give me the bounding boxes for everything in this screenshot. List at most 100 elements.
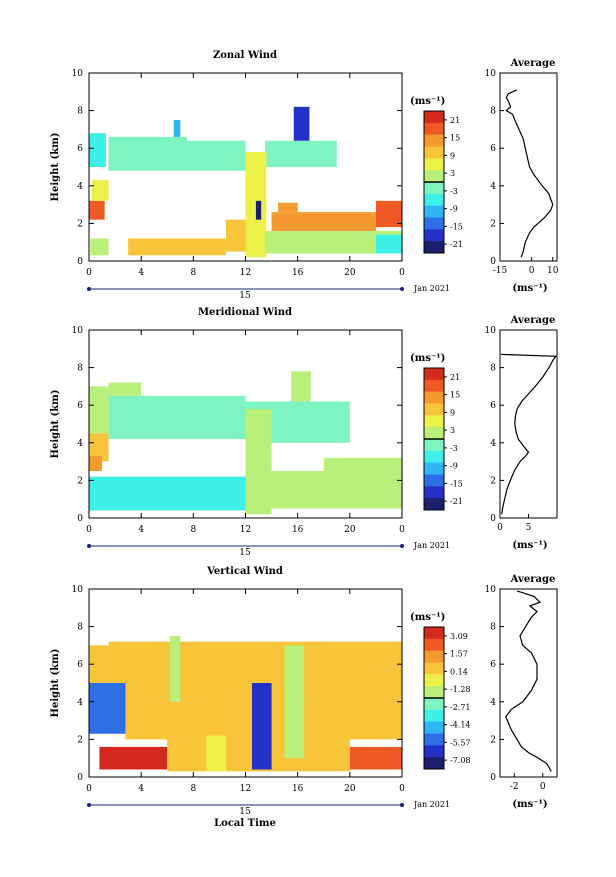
- meridional-wind-panel: Meridional Wind Height (km) 0 4 8 12 16 20 002…: [50, 307, 558, 558]
- meridional-wind-x-tick-label: 16: [292, 525, 304, 535]
- vertical-wind-colorbar-segment: [424, 733, 444, 746]
- vertical-wind-y-tick-label: 0: [77, 773, 83, 783]
- zonal-wind-region: [91, 180, 109, 201]
- zonal-wind-colorbar-tick-label: 15: [450, 134, 460, 143]
- zonal-wind-region: [89, 200, 105, 220]
- vertical-wind-colorbar-tick-label: 0.14: [450, 667, 468, 676]
- vertical-wind-colorbar-tick-label: -4.14: [450, 721, 471, 730]
- meridional-wind-colorbar-segment: [424, 379, 444, 393]
- meridional-wind-x-tick-label: 20: [344, 525, 356, 535]
- meridional-wind-heatmap: [89, 371, 402, 515]
- zonal-wind-colorbar-segment: [424, 170, 444, 183]
- zonal-wind-region: [186, 140, 246, 171]
- meridional-wind-average-x-tick-label: 0: [497, 523, 503, 533]
- vertical-wind-region: [252, 683, 272, 770]
- vertical-wind-y-tick-label: 8: [77, 623, 83, 633]
- meridional-wind-average-frame: [499, 329, 558, 519]
- vertical-wind-region: [99, 746, 168, 770]
- zonal-wind-region: [265, 140, 337, 167]
- meridional-wind-colorbar-segment: [424, 498, 444, 511]
- vertical-wind-average-y-tick-label: 0: [490, 773, 496, 783]
- vertical-wind-x-tick-label: 8: [190, 784, 196, 794]
- zonal-wind-colorbar-unit: (ms⁻¹): [410, 96, 445, 107]
- vertical-wind-title: Vertical Wind: [206, 566, 283, 577]
- zonal-wind-colorbar-segment: [424, 229, 444, 242]
- zonal-wind-colorbar-segment: [424, 217, 444, 230]
- meridional-wind-average-y-tick-label: 10: [485, 326, 497, 336]
- meridional-wind-date-end: [400, 544, 404, 548]
- zonal-wind-average-x-tick-label: 10: [547, 266, 559, 276]
- zonal-wind-average-y-tick-label: 0: [490, 257, 496, 267]
- vertical-wind-x-tick-label: 0: [399, 784, 405, 794]
- meridional-wind-colorbar-segment: [424, 391, 444, 404]
- meridional-wind-colorbar-tick-label: -3: [450, 444, 458, 453]
- zonal-wind-colorbar-segment: [424, 134, 444, 147]
- vertical-wind-region: [206, 735, 226, 772]
- vertical-wind-average-frame: [499, 588, 558, 778]
- meridional-wind-y-tick-label: 2: [77, 476, 83, 486]
- vertical-wind-colorbar-segment: [424, 627, 444, 640]
- zonal-wind-average-y-tick-label: 2: [490, 219, 496, 229]
- meridional-wind-average-y-tick-label: 8: [490, 364, 496, 374]
- vertical-wind-average-title: Average: [510, 574, 556, 585]
- zonal-wind-colorbar-segment: [424, 158, 444, 171]
- vertical-wind-xlabel: Local Time: [214, 818, 276, 829]
- vertical-wind-heatmap: [89, 636, 402, 772]
- zonal-wind-title: Zonal Wind: [213, 50, 277, 61]
- vertical-wind-colorbar-tick-label: -7.08: [450, 756, 471, 765]
- zonal-wind-x-tick-label: 0: [399, 268, 405, 278]
- meridional-wind-colorbar-tick-label: 3: [450, 426, 455, 435]
- meridional-wind-colorbar-tick-label: -21: [450, 497, 463, 506]
- vertical-wind-region: [169, 636, 181, 702]
- zonal-wind-region: [255, 200, 262, 220]
- zonal-wind-average-line: [505, 89, 554, 258]
- vertical-wind-date-bar: 15 Jan 2021 Local Time: [87, 800, 450, 829]
- zonal-wind-x-tick-label: 12: [240, 268, 251, 278]
- zonal-wind-date-suffix: Jan 2021: [413, 284, 450, 293]
- vertical-wind-panel: Vertical Wind Height (km) 0 4 8 12 16 20 00246…: [50, 566, 558, 829]
- meridional-wind-ylabel: Height (km): [50, 390, 61, 459]
- meridional-wind-average-y-tick-label: 0: [490, 514, 496, 524]
- meridional-wind-colorbar-tick-label: -9: [450, 462, 458, 471]
- vertical-wind-colorbar-tick-label: -1.28: [450, 685, 471, 694]
- meridional-wind-region: [108, 382, 142, 396]
- vertical-wind-colorbar-segment: [424, 721, 444, 734]
- vertical-wind-average-y-tick-label: 6: [490, 660, 496, 670]
- meridional-wind-average-x-tick-label: 5: [526, 523, 532, 533]
- zonal-wind-average-x-tick-label: 0: [529, 266, 535, 276]
- zonal-wind-region: [271, 212, 376, 231]
- vertical-wind-x-tick-label: 0: [86, 784, 92, 794]
- vertical-wind-date-label: 15: [239, 807, 251, 817]
- zonal-wind-colorbar-tick-label: -15: [450, 222, 463, 231]
- zonal-wind-x-tick-label: 16: [292, 268, 304, 278]
- vertical-wind-colorbar-segment: [424, 638, 444, 652]
- meridional-wind-colorbar-segment: [424, 439, 444, 452]
- zonal-wind-colorbar-tick-label: -9: [450, 205, 458, 214]
- zonal-wind-region: [90, 238, 109, 256]
- vertical-wind-region: [89, 683, 126, 734]
- vertical-wind-x-tick-label: 20: [344, 784, 356, 794]
- vertical-wind-x-tick-label: 16: [292, 784, 304, 794]
- vertical-wind-colorbar-tick-label: 1.57: [450, 650, 468, 659]
- vertical-wind-colorbar-segment: [424, 686, 444, 699]
- vertical-wind-date-suffix: Jan 2021: [413, 800, 450, 809]
- meridional-wind-colorbar-segment: [424, 486, 444, 499]
- vertical-wind-average-x-tick-label: -2: [510, 782, 519, 792]
- vertical-wind-colorbar-tick-label: 3.09: [450, 632, 468, 641]
- meridional-wind-x-tick-label: 8: [190, 525, 196, 535]
- meridional-wind-region: [89, 476, 246, 511]
- zonal-wind-average-title: Average: [510, 58, 556, 69]
- vertical-wind-average-y-tick-label: 10: [485, 585, 497, 595]
- zonal-wind-y-tick-label: 0: [77, 257, 83, 267]
- meridional-wind-colorbar-segment: [424, 474, 444, 487]
- zonal-wind-colorbar-tick-label: 21: [450, 116, 460, 125]
- meridional-wind-region: [89, 455, 103, 471]
- zonal-wind-x-tick-label: 4: [138, 268, 144, 278]
- meridional-wind-average-profile: Average (ms⁻¹) 0 2 4 6 8 10 0 5: [485, 315, 558, 551]
- zonal-wind-region: [128, 238, 226, 256]
- vertical-wind-average-xlabel: (ms⁻¹): [512, 799, 547, 810]
- zonal-wind-date-bar: 15 Jan 2021: [87, 284, 450, 301]
